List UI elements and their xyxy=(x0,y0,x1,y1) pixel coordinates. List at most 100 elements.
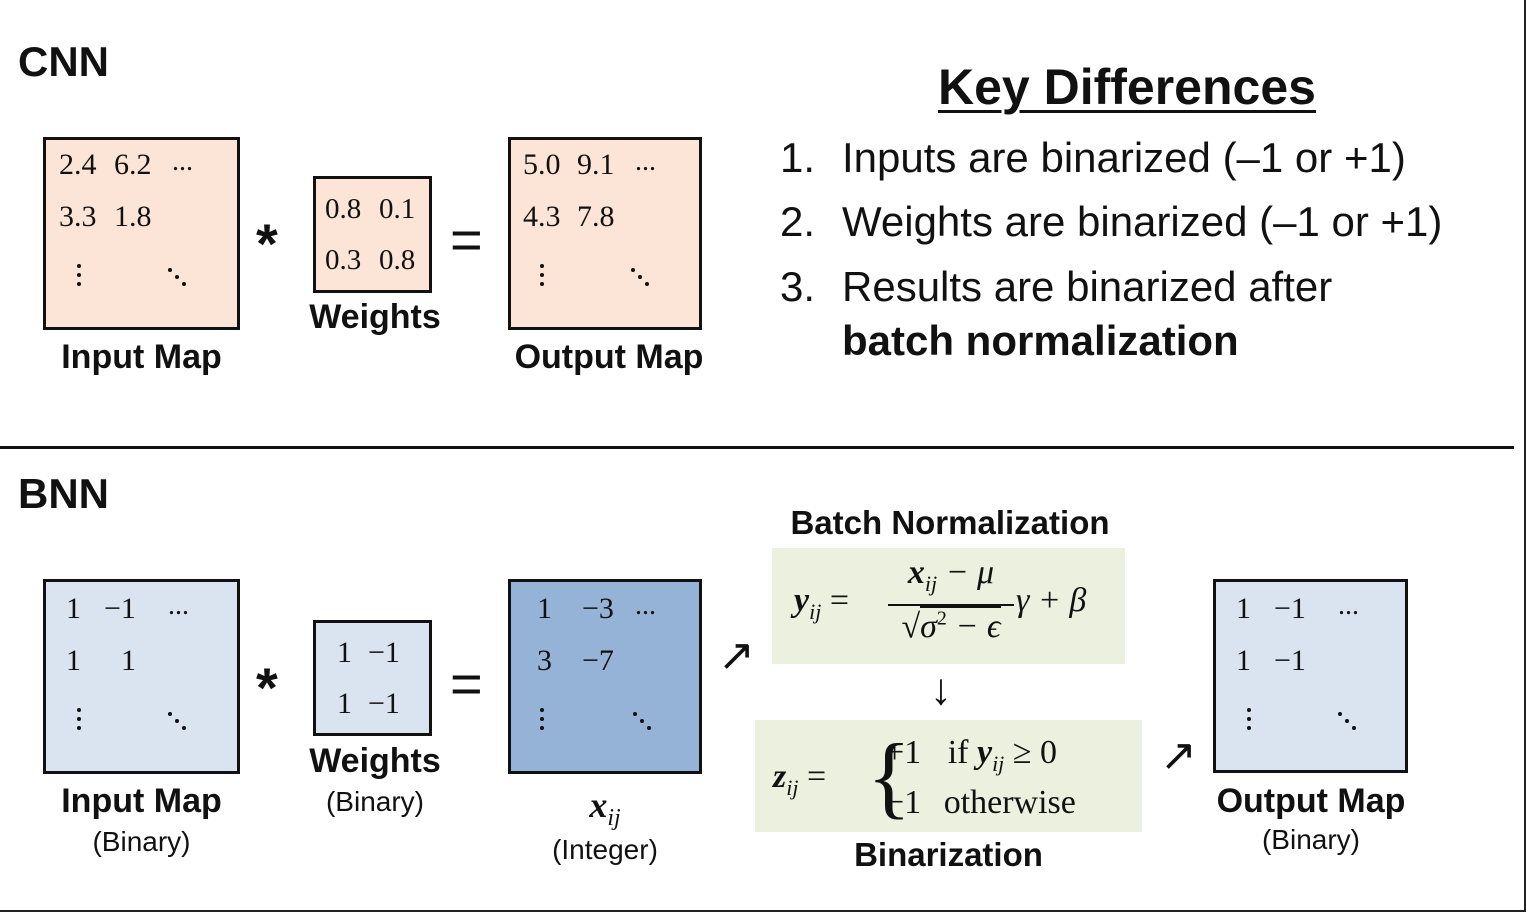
bnn-input-cell: 1 xyxy=(66,644,81,677)
diagonal-ellipsis xyxy=(168,712,188,732)
cnn-output-map-label: Output Map xyxy=(514,338,704,376)
key-difference-number: 1. xyxy=(780,134,816,181)
bnn-output-cell: 1 xyxy=(1236,644,1251,677)
binarization-case-2: −1 otherwise xyxy=(885,784,1076,822)
key-differences-title: Key Differences xyxy=(938,59,1316,115)
sigma: σ xyxy=(920,608,937,646)
subscript: ij xyxy=(809,598,822,624)
key-difference-number: 3. xyxy=(780,263,816,310)
diagonal-ellipsis xyxy=(168,268,188,288)
key-difference-item: Inputs are binarized (–1 or +1) xyxy=(842,134,1406,181)
bnn-integer-cell: 1 xyxy=(537,592,552,625)
case-2-value: −1 xyxy=(885,784,922,821)
cnn-input-cell: 3.3 xyxy=(59,200,97,233)
batch-norm-lhs: yij = xyxy=(794,582,850,624)
cnn-input-ellipsis: ... xyxy=(172,146,193,177)
bnn-input-map-sublabel: (Binary) xyxy=(92,826,191,857)
bnn-weights: 1 −1 1 −1 xyxy=(313,620,432,736)
gamma-beta: γ + β xyxy=(1016,582,1087,619)
cnn-output-ellipsis: ... xyxy=(635,146,656,177)
vertical-ellipsis xyxy=(540,708,544,735)
cnn-weight-cell: 0.1 xyxy=(379,193,416,225)
batch-normalization-formula-box: yij = xij − μ √σ2 − ϵ γ + β xyxy=(772,548,1125,664)
bnn-output-cell: −1 xyxy=(1274,592,1306,625)
bnn-integer-cell: −3 xyxy=(582,592,614,625)
cnn-title: CNN xyxy=(18,38,109,85)
bnn-weights-sublabel: (Binary) xyxy=(325,786,424,817)
batch-norm-tail: γ + β xyxy=(1016,582,1086,620)
denominator-rest: − ϵ xyxy=(946,608,1001,646)
integer-symbol: x xyxy=(589,785,608,825)
binarization-case-1: +1 if yij ≥ 0 xyxy=(885,734,1057,777)
diagonal-ellipsis xyxy=(633,712,653,732)
bnn-integer-cell: 3 xyxy=(537,644,552,677)
numerator-rest: − μ xyxy=(937,554,995,591)
subscript: ij xyxy=(992,750,1005,776)
bnn-input-cell: 1 xyxy=(121,644,136,677)
cnn-weight-cell: 0.8 xyxy=(325,193,362,225)
equals-sign: = xyxy=(450,652,483,715)
cnn-weight-cell: 0.3 xyxy=(325,244,362,276)
bnn-input-ellipsis: ... xyxy=(168,590,189,621)
cnn-input-cell: 1.8 xyxy=(114,200,152,233)
section-divider xyxy=(0,446,1514,449)
bnn-integer-map: 1 −3 ... 3 −7 xyxy=(508,579,702,774)
bnn-integer-cell: −7 xyxy=(582,644,614,677)
bnn-input-map-label: Input Map xyxy=(61,782,222,820)
bnn-integer-ellipsis: ... xyxy=(635,590,656,621)
key-difference-item: Weights are binarized (–1 or +1) xyxy=(842,198,1443,245)
bnn-input-cell: −1 xyxy=(104,592,136,625)
bnn-output-map: 1 −1 ... 1 −1 xyxy=(1213,579,1408,773)
case-1-value: +1 xyxy=(885,734,922,771)
left-brace: { xyxy=(867,725,912,827)
frame-right-border xyxy=(1524,0,1526,912)
cnn-weights-label: Weights xyxy=(309,298,441,336)
subscript: ij xyxy=(786,774,799,800)
diagonal-arrow-icon: ↗ xyxy=(1160,731,1197,780)
cnn-weight-cell: 0.8 xyxy=(379,244,416,276)
key-difference-item: Results are binarized after xyxy=(842,263,1333,310)
vertical-ellipsis xyxy=(77,708,81,735)
case-1-if: if xyxy=(947,734,977,771)
bnn-weight-cell: −1 xyxy=(368,636,400,669)
integer-subscript: ij xyxy=(607,805,621,832)
binarization-title: Binarization xyxy=(854,836,1043,873)
case-1-condition: ≥ 0 xyxy=(1004,734,1057,771)
cnn-output-map: 5.0 9.1 ... 4.3 7.8 xyxy=(508,137,702,330)
diagonal-arrow-icon: ↗ xyxy=(718,631,755,680)
vertical-ellipsis xyxy=(1247,708,1251,735)
case-2-condition: otherwise xyxy=(943,784,1076,821)
bnn-integer-map-sublabel: (Integer) xyxy=(552,834,658,865)
var-z: z xyxy=(773,758,787,795)
diagonal-ellipsis xyxy=(631,268,651,288)
var-x: x xyxy=(907,554,925,591)
bnn-input-cell: 1 xyxy=(66,592,81,625)
cnn-output-cell: 7.8 xyxy=(577,200,615,233)
frame-bottom-border xyxy=(0,910,1526,912)
cnn-output-cell: 5.0 xyxy=(523,148,561,181)
cnn-output-cell: 9.1 xyxy=(577,148,615,181)
cnn-input-cell: 6.2 xyxy=(114,148,152,181)
cnn-input-map: 2.4 6.2 ... 3.3 1.8 xyxy=(43,137,240,330)
bnn-weights-label: Weights xyxy=(309,742,441,780)
down-arrow-icon: ↓ xyxy=(930,665,952,714)
superscript: 2 xyxy=(936,608,947,630)
bnn-output-map-label: Output Map xyxy=(1216,782,1406,820)
bnn-weight-cell: 1 xyxy=(337,687,352,720)
cnn-input-cell: 2.4 xyxy=(59,148,97,181)
diagonal-ellipsis xyxy=(1338,712,1358,732)
cnn-input-map-label: Input Map xyxy=(61,338,222,376)
key-difference-item-bold: batch normalization xyxy=(842,317,1239,364)
subscript: ij xyxy=(924,570,938,596)
vertical-ellipsis xyxy=(77,264,81,291)
convolution-operator: * xyxy=(256,212,278,275)
bnn-output-map-sublabel: (Binary) xyxy=(1261,824,1360,855)
convolution-operator: * xyxy=(256,656,278,719)
var-y: y xyxy=(794,582,810,619)
binarization-formula-box: zij = { +1 if yij ≥ 0 −1 otherwise xyxy=(755,720,1142,832)
cnn-output-cell: 4.3 xyxy=(523,200,561,233)
bnn-output-cell: −1 xyxy=(1274,644,1306,677)
bnn-title: BNN xyxy=(18,470,109,517)
bnn-input-map: 1 −1 ... 1 1 xyxy=(43,579,240,774)
cnn-weights: 0.8 0.1 0.3 0.8 xyxy=(313,176,432,293)
